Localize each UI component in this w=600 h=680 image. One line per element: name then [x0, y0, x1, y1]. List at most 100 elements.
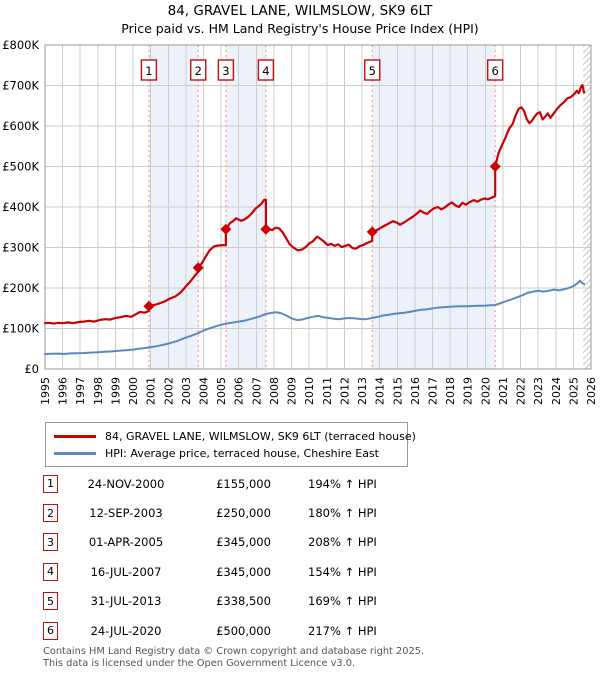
- transaction-price: £500,000: [216, 623, 271, 638]
- sale-marker: [489, 161, 501, 172]
- x-axis-tick-label: 2004: [198, 377, 211, 405]
- x-axis-tick-label: 2021: [497, 377, 510, 405]
- transaction-row: 4 16-JUL-2007 £345,000 154% ↑ HPI: [43, 557, 377, 586]
- transaction-date: 01-APR-2005: [88, 535, 164, 550]
- y-axis-tick-label: £500K: [2, 160, 39, 174]
- y-axis-tick-label: £700K: [2, 79, 39, 93]
- sale-number-box: [364, 59, 381, 81]
- transaction-number-box: 4: [43, 562, 58, 581]
- chart-legend: 84, GRAVEL LANE, WILMSLOW, SK9 6LT (terr…: [45, 422, 416, 467]
- transaction-number-box: 3: [43, 533, 58, 552]
- sale-number-box: [140, 59, 158, 81]
- y-axis-tick-label: £800K: [2, 38, 39, 52]
- sale-number-label: 3: [222, 64, 229, 78]
- x-axis-tick-label: 1996: [57, 377, 70, 405]
- legend-label: HPI: Average price, terraced house, Ches…: [105, 447, 379, 460]
- legend-item-hpi: HPI: Average price, terraced house, Ches…: [54, 445, 399, 462]
- sale-number-label: 5: [369, 64, 376, 78]
- transaction-row: 6 24-JUL-2020 £500,000 217% ↑ HPI: [43, 616, 377, 645]
- x-axis-tick-label: 2015: [391, 377, 404, 405]
- x-axis-tick-label: 2023: [532, 377, 545, 405]
- sale-marker: [143, 300, 155, 312]
- transaction-hpi-percent: 208% ↑ HPI: [308, 535, 377, 550]
- hpi-line: [44, 279, 585, 355]
- transaction-price: £345,000: [216, 564, 271, 579]
- transaction-number-box: 2: [43, 504, 58, 523]
- x-axis-tick-label: 2025: [567, 377, 580, 405]
- y-axis-tick-label: £600K: [2, 119, 39, 133]
- sale-number-label: 6: [492, 64, 499, 78]
- transaction-date: 24-NOV-2000: [87, 476, 165, 491]
- x-axis-tick-label: 1995: [39, 377, 52, 405]
- x-axis-tick-label: 2019: [462, 377, 475, 405]
- sale-marker: [192, 262, 204, 274]
- transaction-price: £155,000: [216, 476, 271, 491]
- x-axis-tick-label: 2022: [515, 377, 528, 405]
- transaction-row: 3 01-APR-2005 £345,000 208% ↑ HPI: [43, 528, 377, 557]
- x-axis-tick-label: 2020: [479, 377, 492, 405]
- price-chart: 1 2 3 4 5 6 £0 £100K £200K £300K £400K £500K £600K £7…: [2, 38, 598, 405]
- sale-marker: [260, 223, 272, 235]
- x-axis-tick-label: 2010: [303, 377, 316, 405]
- license-footer: Contains HM Land Registry data © Crown c…: [43, 646, 424, 669]
- transaction-row: 5 31-JUL-2013 £338,500 169% ↑ HPI: [43, 587, 377, 616]
- transaction-number-box: 6: [43, 621, 58, 640]
- y-axis-tick-label: £200K: [2, 281, 39, 295]
- sale-number-label: 1: [145, 64, 152, 78]
- transaction-hpi-percent: 217% ↑ HPI: [308, 623, 377, 638]
- x-axis-tick-label: 2013: [356, 377, 369, 405]
- y-axis-tick-label: £100K: [2, 322, 39, 336]
- transaction-date: 12-SEP-2003: [89, 506, 163, 521]
- sale-marker: [220, 223, 232, 235]
- y-axis-tick-label: £0: [24, 362, 39, 376]
- transactions-table: 1 24-NOV-2000 £155,000 194% ↑ HPI 2 12-SEP-20…: [43, 469, 377, 645]
- sale-number-label: 2: [195, 64, 202, 78]
- x-axis-tick-label: 2014: [374, 377, 387, 405]
- x-axis-tick-label: 2001: [145, 377, 158, 405]
- transaction-price: £345,000: [216, 535, 271, 550]
- legend-line-swatch: [54, 452, 96, 455]
- legend-item-price-paid: 84, GRAVEL LANE, WILMSLOW, SK9 6LT (terr…: [54, 428, 416, 445]
- transaction-row: 2 12-SEP-2003 £250,000 180% ↑ HPI: [43, 498, 377, 527]
- x-axis-tick-label: 1998: [92, 377, 105, 405]
- legend-label: 84, GRAVEL LANE, WILMSLOW, SK9 6LT (terr…: [105, 430, 416, 443]
- transaction-hpi-percent: 180% ↑ HPI: [308, 506, 377, 521]
- sale-number-box: [217, 59, 235, 81]
- transaction-date: 16-JUL-2007: [90, 564, 162, 579]
- x-axis-tick-label: 2026: [585, 377, 598, 405]
- x-axis-tick-label: 2009: [286, 377, 299, 405]
- transaction-date: 24-JUL-2020: [90, 623, 162, 638]
- transaction-hpi-percent: 169% ↑ HPI: [308, 594, 377, 609]
- x-axis-tick-label: 2011: [321, 377, 334, 405]
- x-axis-tick-label: 1999: [109, 377, 122, 405]
- x-axis-tick-label: 2002: [162, 377, 175, 405]
- transaction-price: £338,500: [216, 594, 271, 609]
- x-axis-tick-label: 2006: [233, 377, 246, 405]
- x-axis-tick-label: 2008: [268, 377, 281, 405]
- transaction-date: 31-JUL-2013: [90, 594, 162, 609]
- transaction-row: 1 24-NOV-2000 £155,000 194% ↑ HPI: [43, 469, 377, 498]
- transaction-price: £250,000: [216, 506, 271, 521]
- x-axis-tick-label: 1997: [74, 377, 87, 405]
- transaction-hpi-percent: 194% ↑ HPI: [308, 476, 377, 491]
- x-axis-tick-label: 2016: [409, 377, 422, 405]
- sale-number-label: 4: [262, 64, 269, 78]
- x-axis-tick-label: 2017: [426, 377, 439, 405]
- legend-line-swatch: [54, 435, 96, 438]
- x-axis-tick-label: 2024: [550, 377, 563, 405]
- y-axis-tick-label: £300K: [2, 241, 39, 255]
- sale-marker: [366, 226, 378, 238]
- transaction-number-box: 5: [43, 592, 58, 611]
- page-title: 84, GRAVEL LANE, WILMSLOW, SK9 6LT: [167, 3, 433, 19]
- transaction-hpi-percent: 154% ↑ HPI: [308, 564, 377, 579]
- sale-number-box: [257, 59, 275, 81]
- x-axis-tick-label: 2012: [338, 377, 351, 405]
- footer-line-2: This data is licensed under the Open Gov…: [43, 657, 356, 669]
- price-paid-line: [43, 83, 586, 325]
- sale-number-box: [190, 59, 207, 81]
- grid: [45, 45, 591, 369]
- x-axis-tick-label: 2000: [127, 377, 140, 405]
- x-axis-tick-label: 2003: [180, 377, 193, 405]
- transaction-number-box: 1: [43, 474, 58, 493]
